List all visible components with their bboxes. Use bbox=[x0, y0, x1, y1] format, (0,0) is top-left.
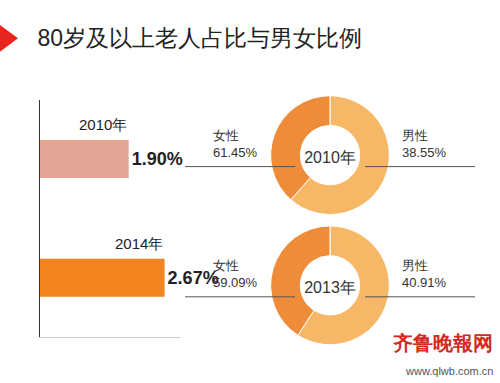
svg-text:1.90%: 1.90% bbox=[132, 149, 183, 169]
svg-text:齐鲁晚報网: 齐鲁晚報网 bbox=[393, 332, 493, 354]
svg-text:2010年: 2010年 bbox=[79, 116, 127, 133]
svg-text:2010年: 2010年 bbox=[304, 149, 356, 166]
svg-text:男性40.91%: 男性40.91% bbox=[402, 258, 447, 290]
svg-text:女性61.45%: 女性61.45% bbox=[213, 128, 258, 160]
svg-text:2014年: 2014年 bbox=[115, 235, 163, 252]
svg-text:男性38.55%: 男性38.55% bbox=[402, 128, 447, 160]
svg-text:2013年: 2013年 bbox=[304, 279, 356, 296]
svg-text:女性59.09%: 女性59.09% bbox=[213, 258, 258, 290]
svg-text:80岁及以上老人占比与男女比例: 80岁及以上老人占比与男女比例 bbox=[38, 25, 363, 51]
svg-text:www.qlwb.com.cn: www.qlwb.com.cn bbox=[405, 365, 493, 377]
svg-text:2.67%: 2.67% bbox=[168, 268, 219, 288]
